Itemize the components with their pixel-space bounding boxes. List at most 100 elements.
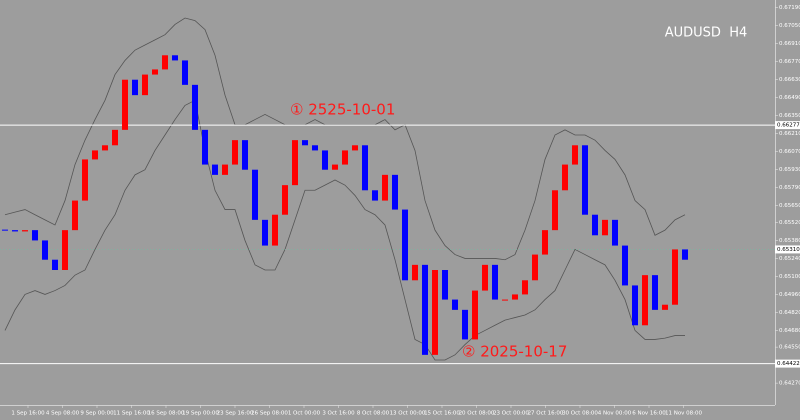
candle	[152, 69, 158, 75]
annotation: ② 2025-10-17	[462, 343, 567, 361]
current-price-box	[775, 245, 800, 254]
x-tick-label: 23 Sep 16:00	[217, 411, 254, 417]
y-tick-label: 0.65520	[779, 220, 800, 226]
candle	[482, 264, 488, 291]
x-tick-label: 11 Nov 08:00	[665, 411, 703, 417]
candle	[292, 140, 298, 186]
x-tick-label: 6 Nov 16:00	[632, 411, 666, 417]
candle	[642, 275, 648, 326]
candle	[472, 290, 478, 340]
candle	[342, 150, 348, 165]
candle	[672, 249, 678, 305]
candle	[402, 209, 408, 281]
candle	[682, 249, 688, 260]
candle	[262, 219, 268, 246]
candle	[582, 145, 588, 215]
candle	[392, 174, 398, 210]
y-tick-label: 0.65100	[779, 274, 800, 280]
x-tick-label: 9 Sep 00:00	[80, 411, 114, 417]
candle	[332, 164, 338, 170]
candle	[552, 190, 558, 231]
candle	[422, 264, 428, 355]
y-tick-label: 0.66630	[779, 77, 800, 83]
x-tick-label: 15 Oct 16:00	[424, 411, 460, 417]
level-label-box	[775, 121, 800, 130]
candle	[622, 245, 628, 286]
x-tick-label: 4 Nov 00:00	[598, 411, 632, 417]
candle	[32, 230, 38, 241]
candle	[322, 150, 328, 170]
candle	[242, 140, 248, 170]
level-label-box	[775, 359, 800, 368]
candle	[172, 55, 178, 61]
candle	[92, 150, 98, 160]
y-tick-label: 0.65380	[779, 238, 800, 244]
candle	[272, 214, 278, 246]
candle	[112, 129, 118, 146]
y-tick-label: 0.66070	[779, 149, 800, 155]
y-tick-label: 0.65790	[779, 185, 800, 191]
y-tick-label: 0.66490	[779, 95, 800, 101]
current-price-label: 0.65310	[777, 247, 800, 253]
candle	[442, 270, 448, 300]
x-tick-label: 27 Oct 16:00	[528, 411, 564, 417]
y-tick-label: 0.64680	[779, 328, 800, 334]
candle	[462, 309, 468, 340]
candle	[102, 145, 108, 151]
candle	[412, 264, 418, 281]
y-tick-label: 0.66910	[779, 41, 800, 47]
candle	[492, 264, 498, 300]
y-tick-label: 0.67050	[779, 23, 800, 29]
candle	[12, 230, 18, 232]
candle	[192, 84, 198, 130]
candle	[42, 240, 48, 260]
annotation: ① 2525-10-01	[290, 101, 395, 119]
candle	[602, 219, 608, 236]
x-tick-label: 1 Sep 16:00	[11, 411, 45, 417]
candle	[352, 145, 358, 151]
band-line	[4, 99, 685, 361]
x-tick-label: 30 Oct 08:00	[562, 411, 598, 417]
x-tick-label: 23 Oct 00:00	[493, 411, 529, 417]
candle	[22, 230, 28, 232]
y-tick-label: 0.65930	[779, 167, 800, 173]
candle	[592, 214, 598, 236]
candle	[362, 145, 368, 191]
x-tick-label: 1 Oct 00:00	[288, 411, 321, 417]
candle	[182, 60, 188, 85]
candle	[282, 185, 288, 215]
candle	[572, 145, 578, 165]
candle	[132, 79, 138, 96]
candle	[372, 190, 378, 201]
y-tick-label: 0.66210	[779, 131, 800, 137]
y-tick-label: 0.65240	[779, 256, 800, 262]
candle	[512, 294, 518, 300]
x-tick-label: 19 Sep 00:00	[182, 411, 219, 417]
x-tick-label: 3 Oct 16:00	[322, 411, 355, 417]
y-tick-label: 0.65650	[779, 203, 800, 209]
candle	[382, 174, 388, 201]
candle	[82, 159, 88, 201]
candle	[302, 140, 308, 146]
chart-title: AUDUSD H4	[665, 26, 748, 41]
candle	[312, 145, 318, 151]
candle	[222, 164, 228, 175]
y-tick-label: 0.66770	[779, 59, 800, 65]
candle	[62, 230, 68, 270]
y-tick-label: 0.64960	[779, 292, 800, 298]
x-tick-label: 26 Sep 08:00	[251, 411, 288, 417]
candle	[662, 304, 668, 310]
y-tick-label: 0.66350	[779, 113, 800, 119]
y-tick-label: 0.64270	[779, 381, 800, 387]
candle	[502, 299, 508, 301]
level-label: 0.66277	[777, 123, 800, 129]
level-label: 0.64422	[777, 361, 800, 367]
x-tick-label: 20 Oct 08:00	[459, 411, 495, 417]
candle	[452, 299, 458, 310]
candle	[232, 140, 238, 165]
candle	[202, 129, 208, 165]
candle	[2, 229, 8, 231]
candle	[562, 164, 568, 191]
